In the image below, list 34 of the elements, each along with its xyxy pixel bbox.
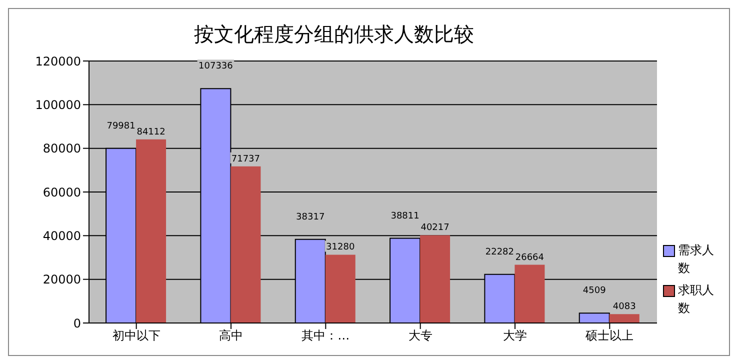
bar bbox=[325, 254, 356, 323]
data-label: 31280 bbox=[326, 242, 355, 253]
x-tick-label: 其中：… bbox=[302, 328, 350, 343]
data-label: 84112 bbox=[136, 127, 166, 138]
y-tick-label: 60000 bbox=[42, 185, 81, 200]
data-label: 71737 bbox=[231, 154, 260, 164]
data-label: 26664 bbox=[515, 252, 544, 263]
y-tick-label: 100000 bbox=[35, 98, 81, 112]
bar bbox=[136, 139, 166, 323]
legend-label: 需求人数 bbox=[678, 242, 715, 277]
x-tick-label: 高中 bbox=[219, 328, 243, 343]
y-tick-label: 20000 bbox=[42, 272, 81, 287]
data-label: 4083 bbox=[612, 302, 636, 312]
y-tick-label: 0 bbox=[73, 316, 81, 330]
data-label: 22282 bbox=[485, 247, 514, 258]
x-tick-label: 硕士以上 bbox=[584, 328, 634, 343]
legend-label: 求职人数 bbox=[678, 282, 715, 317]
y-tick-label: 80000 bbox=[42, 142, 81, 156]
bar bbox=[609, 314, 640, 323]
x-tick-label: 大专 bbox=[408, 328, 432, 343]
bar bbox=[420, 235, 450, 323]
bar bbox=[514, 264, 545, 323]
data-label: 107336 bbox=[198, 62, 234, 72]
data-label: 38317 bbox=[296, 212, 325, 222]
data-label: 4509 bbox=[582, 286, 606, 296]
bar bbox=[230, 166, 261, 323]
data-label: 38811 bbox=[390, 211, 420, 222]
data-label: 79981 bbox=[106, 121, 136, 132]
y-tick-label: 120000 bbox=[35, 54, 81, 68]
y-tick-label: 40000 bbox=[42, 228, 81, 243]
chart-title: 按文化程度分组的供求人数比较 bbox=[193, 21, 475, 48]
x-tick-label: 大学 bbox=[503, 328, 527, 343]
x-tick-label: 初中以下 bbox=[112, 328, 160, 343]
data-label: 40217 bbox=[420, 223, 450, 234]
